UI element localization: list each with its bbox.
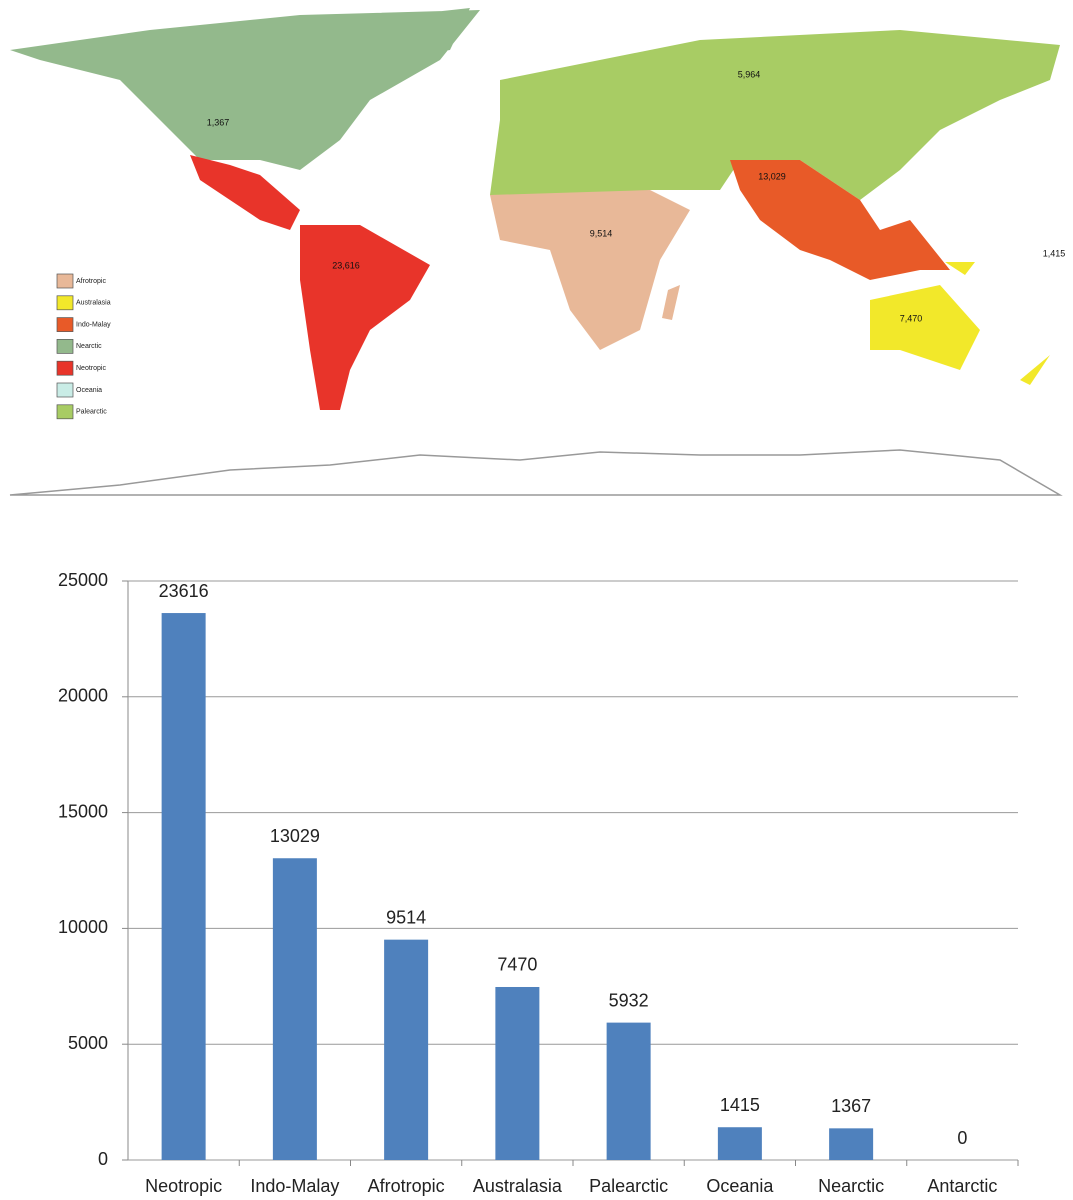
y-tick-label: 15000 xyxy=(58,801,108,821)
map-label: 5,964 xyxy=(738,69,761,79)
x-tick-label: Oceania xyxy=(706,1176,774,1196)
bar xyxy=(384,939,429,1160)
y-tick-label: 5000 xyxy=(68,1033,108,1053)
region-australasia xyxy=(870,262,1050,385)
value-label: 9514 xyxy=(386,907,426,927)
legend-label: Neotropic xyxy=(76,365,106,372)
region-palearctic xyxy=(490,30,1060,200)
world-map: 1,367 5,964 13,029 9,514 23,616 1,415 7,470 Afr… xyxy=(9,8,1066,496)
bar xyxy=(606,1022,651,1160)
bar xyxy=(829,1128,874,1160)
legend-swatch xyxy=(56,360,74,376)
legend-label: Australasia xyxy=(76,300,111,307)
bar-chart: 0 5000 10000 15000 20000 25000 23616 Neotropic 1… xyxy=(58,570,1019,1196)
x-tick-label: Antarctic xyxy=(927,1176,997,1196)
value-label: 0 xyxy=(957,1128,967,1148)
legend-swatch xyxy=(56,339,74,354)
value-label: 1415 xyxy=(720,1095,760,1115)
x-tick-label: Neotropic xyxy=(145,1176,222,1196)
map-label: 23,616 xyxy=(332,260,360,270)
region-afrotropic xyxy=(490,190,690,350)
bar xyxy=(161,613,206,1160)
legend-label: Oceania xyxy=(76,387,102,394)
map-label: 7,470 xyxy=(900,313,923,323)
bar xyxy=(272,858,317,1160)
map-label: 9,514 xyxy=(590,228,613,238)
x-tick-label: Afrotropic xyxy=(368,1176,445,1196)
map-label: 1,415 xyxy=(1043,248,1066,258)
x-tick-label: Nearctic xyxy=(818,1176,884,1196)
value-label: 13029 xyxy=(270,826,320,846)
value-label: 1367 xyxy=(831,1096,871,1116)
legend-label: Palearctic xyxy=(76,409,107,416)
x-tick-label: Palearctic xyxy=(589,1176,668,1196)
x-tick-label: Australasia xyxy=(473,1176,563,1196)
y-tick-label: 20000 xyxy=(58,686,108,706)
y-tick-label: 25000 xyxy=(58,570,108,590)
legend-swatch xyxy=(56,273,74,289)
legend-label: Afrotropic xyxy=(76,278,106,285)
legend-label: Indo-Malay xyxy=(76,321,111,328)
legend-swatch xyxy=(56,382,74,398)
region-indo-malay xyxy=(730,160,950,280)
antarctica xyxy=(9,449,1063,496)
x-tick-label: Indo-Malay xyxy=(250,1176,339,1196)
map-label: 13,029 xyxy=(758,171,786,181)
y-tick-label: 0 xyxy=(98,1149,108,1169)
value-label: 5932 xyxy=(609,990,649,1010)
map-label: 1,367 xyxy=(207,117,230,127)
legend-label: Nearctic xyxy=(76,343,102,350)
value-label: 23616 xyxy=(159,581,209,601)
region-neotropic xyxy=(190,155,430,410)
legend-swatch xyxy=(56,317,74,332)
bar xyxy=(717,1127,762,1160)
legend-swatch xyxy=(56,295,74,311)
legend-swatch xyxy=(56,404,74,420)
value-label: 7470 xyxy=(497,955,537,975)
region-nearctic xyxy=(10,8,480,170)
bar xyxy=(495,986,540,1160)
y-tick-label: 10000 xyxy=(58,917,108,937)
